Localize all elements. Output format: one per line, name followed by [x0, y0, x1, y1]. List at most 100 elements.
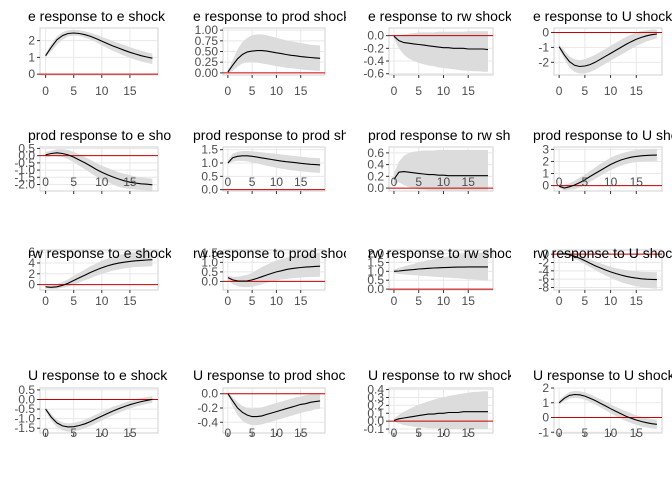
- x-tick-label: 0: [225, 84, 232, 98]
- x-tick-label: 0: [42, 175, 49, 189]
- confidence-band: [45, 396, 153, 432]
- confidence-band: [559, 251, 657, 289]
- irf-line: [45, 259, 153, 288]
- y-tick-label: 0.0: [367, 414, 384, 428]
- y-tick-label: 0.1: [367, 406, 384, 420]
- y-tick-label: -1.5: [14, 421, 35, 435]
- x-tick-label: 15: [630, 426, 644, 440]
- y-tick-label: -2.0: [14, 178, 35, 192]
- y-tick-label: 1.00: [195, 23, 219, 37]
- y-tick-label: 0.5: [201, 169, 218, 183]
- y-tick-label: 0.0: [18, 149, 35, 163]
- x-tick-label: 10: [270, 294, 284, 308]
- y-tick-label: 0.5: [18, 141, 35, 155]
- irf-panel: -2.0-1.5-1.0-0.50.00.5 0 5 10 15 prod respons…: [14, 127, 186, 194]
- x-tick-label: 5: [249, 84, 256, 98]
- x-tick-label: 0: [556, 175, 563, 189]
- y-tick-label: -2: [538, 55, 549, 69]
- y-tick-label: 2: [28, 267, 35, 281]
- x-tick-label: 0: [42, 426, 49, 440]
- y-tick-label: 1: [28, 50, 35, 64]
- irf-line: [45, 152, 153, 186]
- y-tick-label: 1: [542, 167, 549, 181]
- y-tick-label: 0: [542, 411, 549, 425]
- x-tick-label: 5: [415, 294, 422, 308]
- y-tick-label: -8: [538, 281, 549, 295]
- irf-line: [558, 393, 657, 425]
- confidence-band: [227, 392, 321, 426]
- x-tick-label: 15: [462, 175, 476, 189]
- x-tick-label: 15: [294, 175, 308, 189]
- y-tick-label: 0.0: [367, 181, 384, 195]
- x-tick-label: 0: [225, 175, 232, 189]
- x-tick-label: 10: [437, 294, 451, 308]
- x-tick-label: 0: [225, 426, 232, 440]
- x-tick-label: 5: [582, 175, 589, 189]
- x-tick-label: 15: [462, 84, 476, 98]
- irf-line: [227, 265, 321, 282]
- confidence-band: [45, 251, 153, 289]
- y-tick-label: 0.25: [195, 55, 219, 69]
- irf-line: [559, 253, 657, 281]
- x-tick-label: 0: [391, 175, 398, 189]
- x-tick-label: 10: [437, 175, 451, 189]
- x-tick-label: 0: [391, 294, 398, 308]
- x-tick-label: 5: [249, 294, 256, 308]
- x-tick-label: 5: [70, 175, 77, 189]
- y-tick-label: 0.5: [18, 383, 35, 397]
- y-tick-label: 2: [542, 154, 549, 168]
- irf-panel: 0.00.51.01.5 0 5 10 15 rw response to prod sh…: [193, 245, 358, 308]
- panel-title: e response to U shock: [533, 8, 672, 24]
- irf-line: [227, 393, 321, 418]
- y-tick-label: 1.0: [201, 156, 218, 170]
- panel-title: rw response to rw shock: [368, 245, 520, 261]
- x-tick-label: 0: [556, 84, 563, 98]
- y-tick-label: 0: [542, 247, 549, 261]
- panel-title: prod response to prod shock: [193, 127, 371, 143]
- irf-line: [393, 411, 488, 421]
- panel-title: U response to prod shock: [193, 367, 354, 383]
- y-tick-label: -0.1: [363, 422, 384, 436]
- y-tick-label: 0: [28, 278, 35, 292]
- y-tick-label: 1.0: [201, 255, 218, 269]
- y-tick-label: 0.4: [367, 383, 384, 397]
- y-tick-label: 0: [28, 67, 35, 81]
- x-tick-label: 15: [294, 84, 308, 98]
- x-tick-label: 0: [42, 84, 49, 98]
- irf-line: [393, 35, 489, 51]
- x-tick-label: 5: [249, 175, 256, 189]
- x-tick-label: 5: [582, 294, 589, 308]
- x-tick-label: 0: [42, 294, 49, 308]
- panel-title: U response to e shock: [28, 367, 168, 383]
- x-tick-label: 0: [556, 426, 563, 440]
- x-tick-label: 10: [95, 426, 109, 440]
- x-tick-label: 5: [70, 426, 77, 440]
- y-tick-label: 0.5: [367, 273, 384, 287]
- x-tick-label: 5: [582, 426, 589, 440]
- irf-line: [227, 50, 321, 73]
- y-tick-label: -4: [538, 264, 549, 278]
- y-tick-label: -1: [538, 425, 549, 439]
- irf-panel: -0.6-0.4-0.20.0 0 5 10 15 e response to rw sh…: [363, 8, 511, 98]
- panel-title: U response to U shock: [533, 367, 672, 383]
- y-tick-label: 0: [542, 179, 549, 193]
- y-tick-label: 1.5: [201, 143, 218, 157]
- y-tick-label: 0.00: [195, 66, 219, 80]
- y-tick-label: 2.0: [367, 247, 384, 261]
- y-tick-label: 0.0: [201, 274, 218, 288]
- panel-title: prod response to e shock: [28, 127, 186, 143]
- confidence-band: [45, 29, 153, 65]
- y-tick-label: -0.4: [197, 415, 218, 429]
- y-tick-label: 1.5: [201, 246, 218, 260]
- panel-title: prod response to U shock: [533, 127, 672, 143]
- panel-title: rw response to prod shock: [193, 245, 358, 261]
- x-tick-label: 15: [123, 426, 137, 440]
- x-tick-label: 0: [391, 426, 398, 440]
- irf-panel: -2-100 5 10 15e response to U shock: [533, 8, 672, 98]
- x-tick-label: 15: [462, 426, 476, 440]
- irf-panel: -1.5-1.0-0.50.00.5 0 5 10 15 U response to e …: [14, 367, 168, 440]
